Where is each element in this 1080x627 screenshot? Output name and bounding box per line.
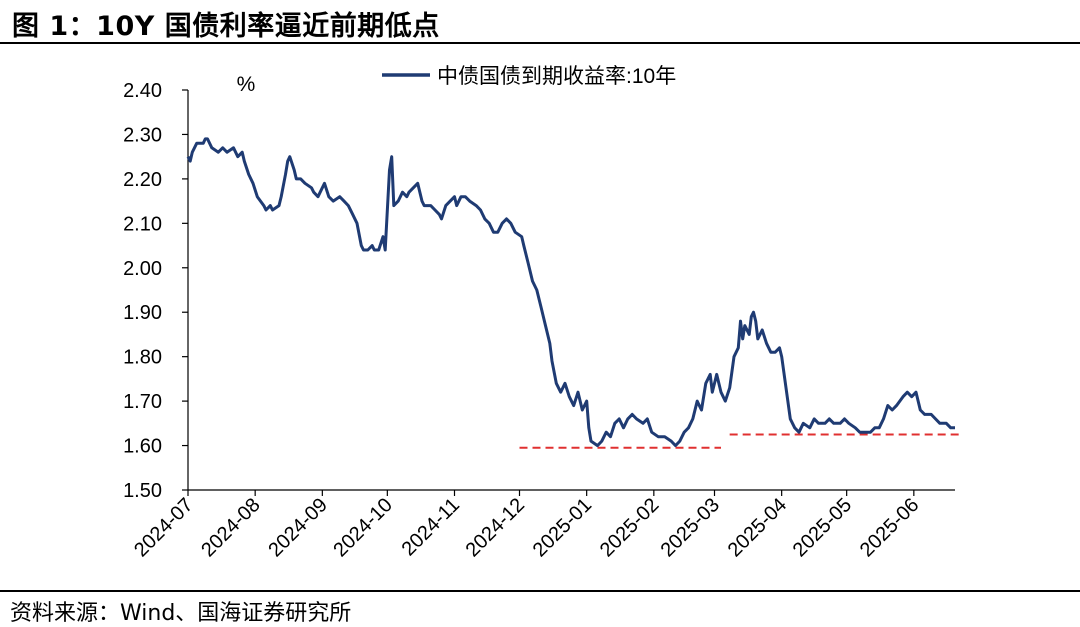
series-group <box>186 137 955 448</box>
x-tick-label: 2024-07 <box>130 494 197 561</box>
legend-label: 中债国债到期收益率:10年 <box>437 65 676 88</box>
source-note: 资料来源：Wind、国海证券研究所 <box>10 601 352 626</box>
legend: 中债国债到期收益率:10年 <box>382 65 676 88</box>
x-tick-label: 2024-10 <box>329 494 396 561</box>
x-tick-label: 2025-01 <box>529 494 596 561</box>
series-line-10y-yield <box>186 137 955 448</box>
y-tick-label: 1.50 <box>123 480 162 502</box>
reference-lines <box>519 433 960 449</box>
yield-line-chart: 2.40 2.30 2.20 2.10 2.00 1.90 1.80 1.70 1.60 1.50… <box>123 65 960 561</box>
y-tick-label: 2.40 <box>123 80 162 102</box>
source-rule <box>0 590 1080 592</box>
y-axis: 2.40 2.30 2.20 2.10 2.00 1.90 1.80 1.70 1.60 1.50… <box>123 73 255 502</box>
y-tick-label: 2.20 <box>123 169 162 191</box>
y-tick-label: 2.00 <box>123 258 162 280</box>
x-tick-label: 2024-09 <box>264 494 331 561</box>
y-tick-label: 1.60 <box>123 436 162 458</box>
x-tick-label: 2025-02 <box>596 494 663 561</box>
y-tick-label: 2.10 <box>123 213 162 235</box>
y-tick-label: 1.90 <box>123 302 162 324</box>
x-tick-label: 2024-08 <box>197 494 264 561</box>
figure-title: 图 1：10Y 国债利率逼近前期低点 <box>12 11 440 42</box>
x-tick-label: 2025-03 <box>657 494 724 561</box>
y-tick-label: 1.70 <box>123 391 162 413</box>
x-tick-label: 2024-11 <box>398 494 464 560</box>
y-axis-unit: % <box>237 73 256 96</box>
title-rule <box>0 42 1080 44</box>
x-tick-label: 2025-06 <box>856 494 923 561</box>
y-tick-label: 2.30 <box>123 124 162 146</box>
x-tick-label: 2024-12 <box>462 494 529 561</box>
x-tick-label: 2025-04 <box>724 494 791 561</box>
y-tick-label: 1.80 <box>123 347 162 369</box>
x-tick-label: 2025-05 <box>789 494 856 561</box>
